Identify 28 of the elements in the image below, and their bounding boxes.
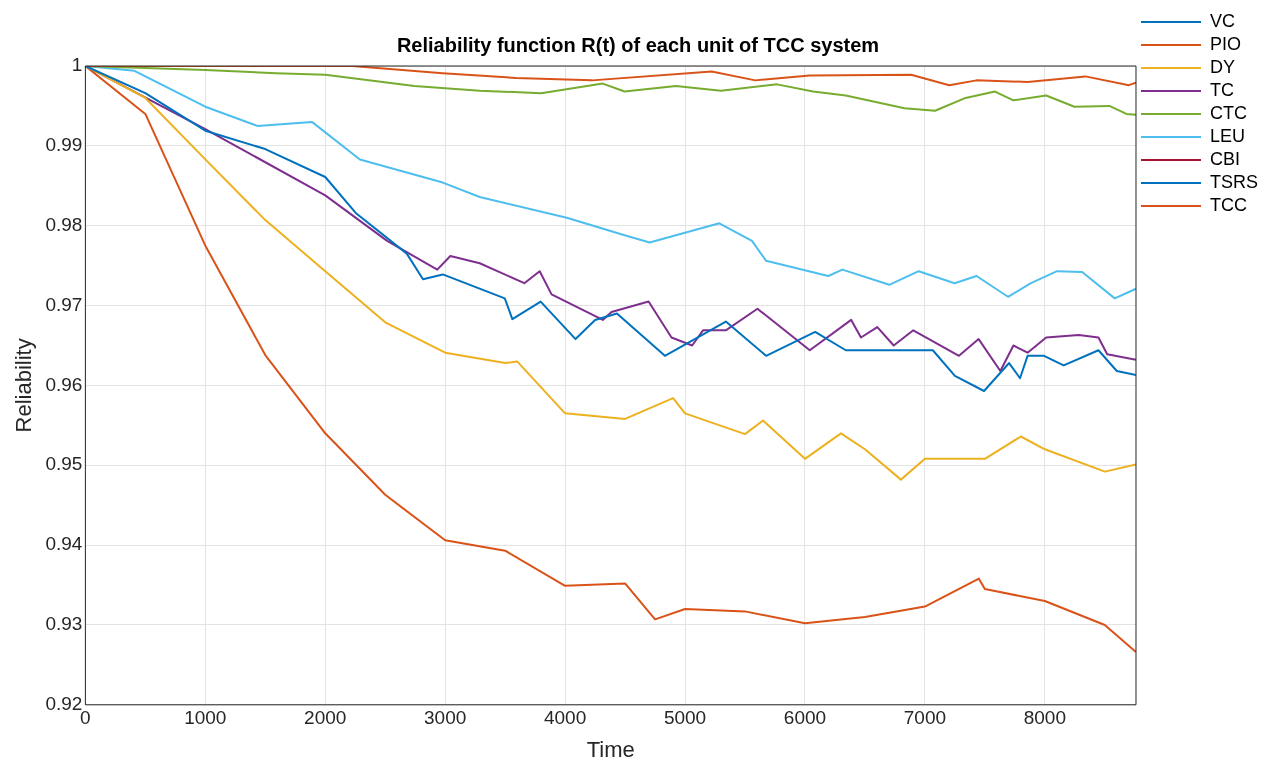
y-tick-label: 0.97 [45,293,83,315]
x-axis-title: Time [586,736,635,762]
x-tick-label: 6000 [783,707,827,729]
legend-label: TCC [1209,194,1247,215]
legend-label: LEU [1209,125,1246,146]
y-tick-label: 0.96 [45,373,83,395]
legend-label: TC [1209,79,1234,100]
x-tick-label: 7000 [903,707,947,729]
y-tick-label: 0.98 [45,213,83,235]
x-tick-label: 5000 [663,707,707,729]
chart-title: Reliability function R(t) of each unit of TCC system [396,33,880,56]
x-tick-label: 4000 [543,707,587,729]
legend-label: PIO [1209,33,1242,54]
legend-label: DY [1209,56,1236,77]
y-tick-label: 0.99 [45,134,83,156]
y-axis-title: Reliability [11,338,37,433]
legend-label: CBI [1209,148,1241,169]
legend-label: VC [1209,10,1236,31]
x-tick-label: 2000 [304,707,347,729]
y-tick-label: 0.94 [45,533,83,555]
y-tick-label: 0.95 [45,453,83,475]
legend-label: TSRS [1209,171,1259,192]
legend-label: CTC [1209,102,1247,123]
y-tick-label: 1 [71,54,83,76]
x-tick-label: 8000 [1023,707,1066,729]
y-tick-label: 0.93 [45,613,83,635]
x-tick-label: 1000 [184,707,227,729]
x-tick-label: 3000 [424,707,467,729]
